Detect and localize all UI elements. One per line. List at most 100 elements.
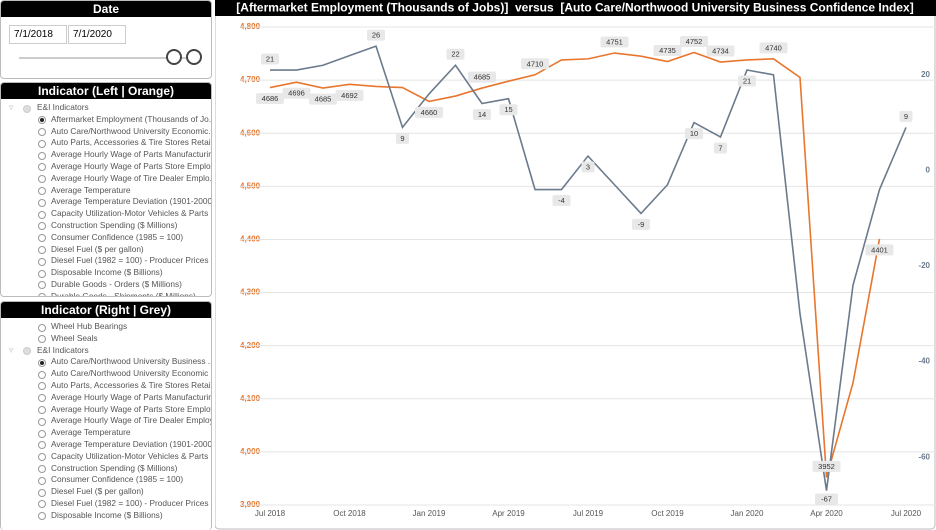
date-end[interactable]: 7/1/2020 bbox=[68, 25, 126, 44]
list-item[interactable]: Auto Care/Northwood University Business … bbox=[1, 356, 211, 368]
list-item[interactable]: Average Hourly Wage of Parts Store Emplo… bbox=[1, 161, 211, 173]
item-label: Wheel Seals bbox=[51, 332, 98, 343]
series-line bbox=[269, 51, 881, 478]
list-item[interactable]: Average Temperature Deviation (1901-2000… bbox=[1, 439, 211, 451]
x-tick-label: Jul 2019 bbox=[573, 509, 604, 518]
list-item[interactable]: Capacity Utilization-Motor Vehicles & Pa… bbox=[1, 208, 211, 220]
radio[interactable] bbox=[38, 128, 46, 137]
slider-handle[interactable] bbox=[186, 49, 202, 65]
radio[interactable] bbox=[38, 453, 46, 462]
collapse-icon[interactable]: ▿ bbox=[9, 102, 14, 112]
list-item[interactable]: Average Hourly Wage of Parts Store Emplo… bbox=[1, 404, 211, 416]
radio[interactable] bbox=[38, 406, 46, 415]
data-label: 7 bbox=[718, 143, 722, 152]
radio[interactable] bbox=[38, 335, 46, 344]
radio[interactable] bbox=[23, 104, 31, 113]
list-item[interactable]: Consumer Confidence (1985 = 100) bbox=[1, 232, 211, 244]
item-label: Auto Parts, Accessories & Tire Stores Re… bbox=[51, 137, 212, 148]
data-label-bg bbox=[653, 45, 682, 57]
data-label: 21 bbox=[743, 77, 751, 86]
data-label-bg bbox=[706, 45, 735, 57]
radio[interactable] bbox=[38, 465, 46, 474]
list-item[interactable]: Diesel Fuel (1982 = 100) - Producer Pric… bbox=[1, 255, 211, 267]
list-item[interactable]: Diesel Fuel ($ per gallon) bbox=[1, 244, 211, 256]
list-item[interactable]: Auto Parts, Accessories & Tire Stores Re… bbox=[1, 380, 211, 392]
group-item[interactable]: ▿ E&I Indicators bbox=[1, 102, 211, 114]
list-item[interactable]: Diesel Fuel (1982 = 100) - Producer Pric… bbox=[1, 498, 211, 510]
radio[interactable] bbox=[38, 234, 46, 243]
slider-handle[interactable] bbox=[166, 49, 182, 65]
list-item[interactable]: Aftermarket Employment (Thousands of Jo.… bbox=[1, 114, 211, 126]
date-start[interactable]: 7/1/2018 bbox=[9, 25, 67, 44]
radio[interactable] bbox=[38, 500, 46, 509]
x-tick-label: Jul 2020 bbox=[891, 509, 922, 518]
radio[interactable] bbox=[38, 476, 46, 485]
radio[interactable] bbox=[38, 269, 46, 278]
radio[interactable] bbox=[38, 441, 46, 450]
x-tick-label: Oct 2018 bbox=[333, 509, 366, 518]
radio[interactable] bbox=[38, 151, 46, 160]
list-item[interactable]: Disposable Income ($ Billions) bbox=[1, 267, 211, 279]
list-item[interactable]: Average Temperature bbox=[1, 185, 211, 197]
group-item[interactable]: ▿ E&I Indicators bbox=[1, 345, 211, 357]
radio[interactable] bbox=[23, 347, 31, 356]
radio[interactable] bbox=[38, 323, 46, 332]
list-item[interactable]: Wheel Hub Bearings bbox=[1, 321, 211, 333]
list-item[interactable]: Construction Spending ($ Millions) bbox=[1, 463, 211, 475]
radio[interactable] bbox=[38, 210, 46, 219]
radio[interactable] bbox=[38, 394, 46, 403]
radio[interactable] bbox=[38, 370, 46, 379]
data-label: -9 bbox=[638, 220, 645, 229]
list-item[interactable]: Auto Care/Northwood University Economic … bbox=[1, 368, 211, 380]
radio[interactable] bbox=[38, 116, 46, 125]
radio[interactable] bbox=[38, 198, 46, 207]
list-item[interactable]: Durable Goods - Orders ($ Millions) bbox=[1, 279, 211, 291]
list-item[interactable]: Average Temperature bbox=[1, 427, 211, 439]
radio[interactable] bbox=[38, 358, 46, 367]
radio[interactable] bbox=[38, 281, 46, 290]
list-item[interactable]: Disposable Income ($ Billions) bbox=[1, 510, 211, 522]
list-item[interactable]: Average Hourly Wage of Parts Manufacturi… bbox=[1, 392, 211, 404]
radio[interactable] bbox=[38, 429, 46, 438]
radio[interactable] bbox=[38, 417, 46, 426]
list-item[interactable]: Capacity Utilization-Motor Vehicles & Pa… bbox=[1, 451, 211, 463]
radio[interactable] bbox=[38, 488, 46, 497]
list-item[interactable]: Average Hourly Wage of Parts Manufacturi… bbox=[1, 149, 211, 161]
list-item[interactable]: Diesel Fuel ($ per gallon) bbox=[1, 486, 211, 498]
list-item[interactable]: Durable Goods - Shipments ($ Millions) bbox=[1, 291, 211, 296]
item-label: Auto Care/Northwood University Business … bbox=[51, 356, 212, 367]
item-label: Average Temperature bbox=[51, 427, 131, 438]
radio[interactable] bbox=[38, 222, 46, 231]
item-label: Average Hourly Wage of Parts Store Emplo… bbox=[51, 403, 212, 414]
list-item[interactable]: Construction Spending ($ Millions) bbox=[1, 220, 211, 232]
radio[interactable] bbox=[38, 293, 46, 296]
list-item[interactable]: Consumer Confidence (1985 = 100) bbox=[1, 474, 211, 486]
data-label-bg bbox=[685, 128, 703, 140]
list-item[interactable]: Average Temperature Deviation (1901-2000… bbox=[1, 196, 211, 208]
collapse-icon[interactable]: ▿ bbox=[9, 344, 14, 355]
y2-tick-label: 20 bbox=[921, 70, 930, 79]
list-item[interactable]: Auto Parts, Accessories & Tire Stores Re… bbox=[1, 137, 211, 149]
radio[interactable] bbox=[38, 257, 46, 266]
data-label-bg bbox=[738, 75, 756, 87]
list-item[interactable]: Average Hourly Wage of Tire Dealer Emplo… bbox=[1, 173, 211, 185]
item-label: Diesel Fuel ($ per gallon) bbox=[51, 243, 144, 254]
item-label: Disposable Income ($ Billions) bbox=[51, 509, 163, 520]
data-label: 4740 bbox=[765, 43, 782, 52]
radio[interactable] bbox=[38, 382, 46, 391]
list-item[interactable]: Wheel Seals bbox=[1, 333, 211, 345]
radio[interactable] bbox=[38, 512, 46, 521]
data-label-bg bbox=[899, 110, 913, 122]
list-item[interactable]: Auto Care/Northwood University Economic.… bbox=[1, 126, 211, 138]
radio[interactable] bbox=[38, 187, 46, 196]
item-label: Auto Parts, Accessories & Tire Stores Re… bbox=[51, 379, 212, 390]
radio[interactable] bbox=[38, 175, 46, 184]
slider-track bbox=[19, 57, 189, 59]
data-label-bg bbox=[256, 93, 284, 105]
radio[interactable] bbox=[38, 246, 46, 255]
item-label: Average Hourly Wage of Tire Dealer Emplo… bbox=[51, 172, 212, 183]
data-label-bg bbox=[282, 87, 311, 99]
list-item[interactable]: Average Hourly Wage of Tire Dealer Emplo… bbox=[1, 415, 211, 427]
radio[interactable] bbox=[38, 139, 46, 148]
radio[interactable] bbox=[38, 163, 46, 172]
